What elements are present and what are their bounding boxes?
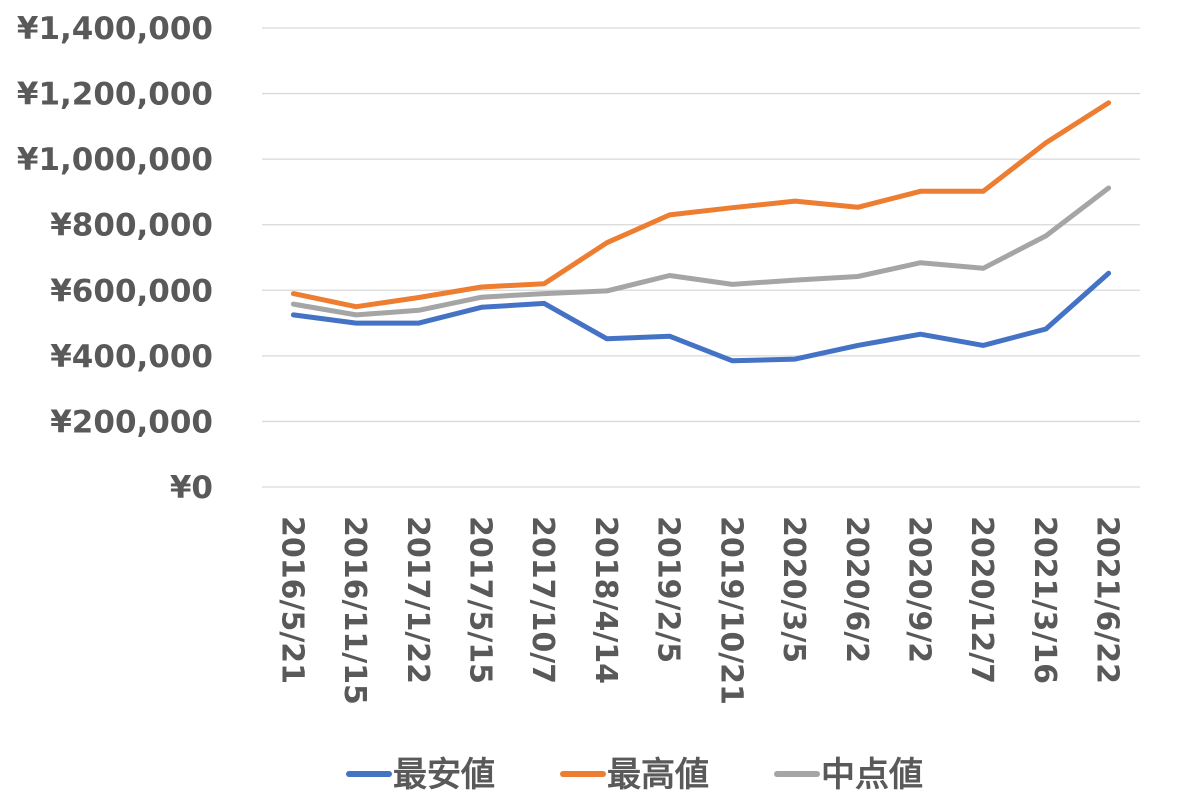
legend-label: 最高値 (607, 755, 709, 795)
y-tick-label: ¥600,000 (50, 273, 213, 309)
series-line (290, 100, 1112, 310)
x-tick-label: 2016/11/15 (337, 516, 372, 705)
x-tick-label: 2020/9/2 (902, 516, 937, 663)
y-tick-label: ¥1,200,000 (17, 77, 213, 113)
x-tick-label: 2017/1/22 (400, 516, 435, 684)
y-tick-label: ¥200,000 (50, 404, 213, 440)
series-line (290, 270, 1112, 364)
x-tick-label: 2018/4/14 (588, 516, 623, 684)
x-tick-label: 2020/6/2 (839, 516, 874, 663)
series-lines (290, 100, 1112, 364)
y-tick-label: ¥1,400,000 (17, 11, 213, 47)
x-tick-label: 2021/6/22 (1090, 516, 1125, 684)
x-tick-label: 2019/10/21 (713, 516, 748, 705)
x-axis-ticks: 2016/5/21 2016/11/15 2017/1/22 2017/5/15 201… (274, 516, 1124, 705)
gridlines (262, 27, 1140, 488)
y-tick-label: ¥0 (170, 470, 213, 506)
x-tick-label: 2017/10/7 (525, 516, 560, 684)
series-line (290, 185, 1112, 318)
y-tick-label: ¥1,000,000 (17, 142, 213, 178)
x-tick-label: 2016/5/21 (274, 516, 309, 684)
x-tick-label: 2020/3/5 (776, 516, 811, 663)
legend-label: 最安値 (393, 755, 495, 795)
x-tick-label: 2021/3/16 (1027, 516, 1062, 684)
x-tick-label: 2019/2/5 (651, 516, 686, 663)
x-tick-label: 2020/12/7 (964, 516, 999, 684)
x-tick-label: 2017/5/15 (463, 516, 498, 684)
y-tick-label: ¥800,000 (50, 208, 213, 244)
y-tick-label: ¥400,000 (50, 339, 213, 375)
y-axis-ticks: ¥0 ¥200,000 ¥400,000 ¥600,000 ¥800,000 ¥1,000… (17, 11, 213, 506)
legend: 最安値 最高値 中点値 (346, 755, 923, 795)
legend-label: 中点値 (821, 755, 923, 795)
